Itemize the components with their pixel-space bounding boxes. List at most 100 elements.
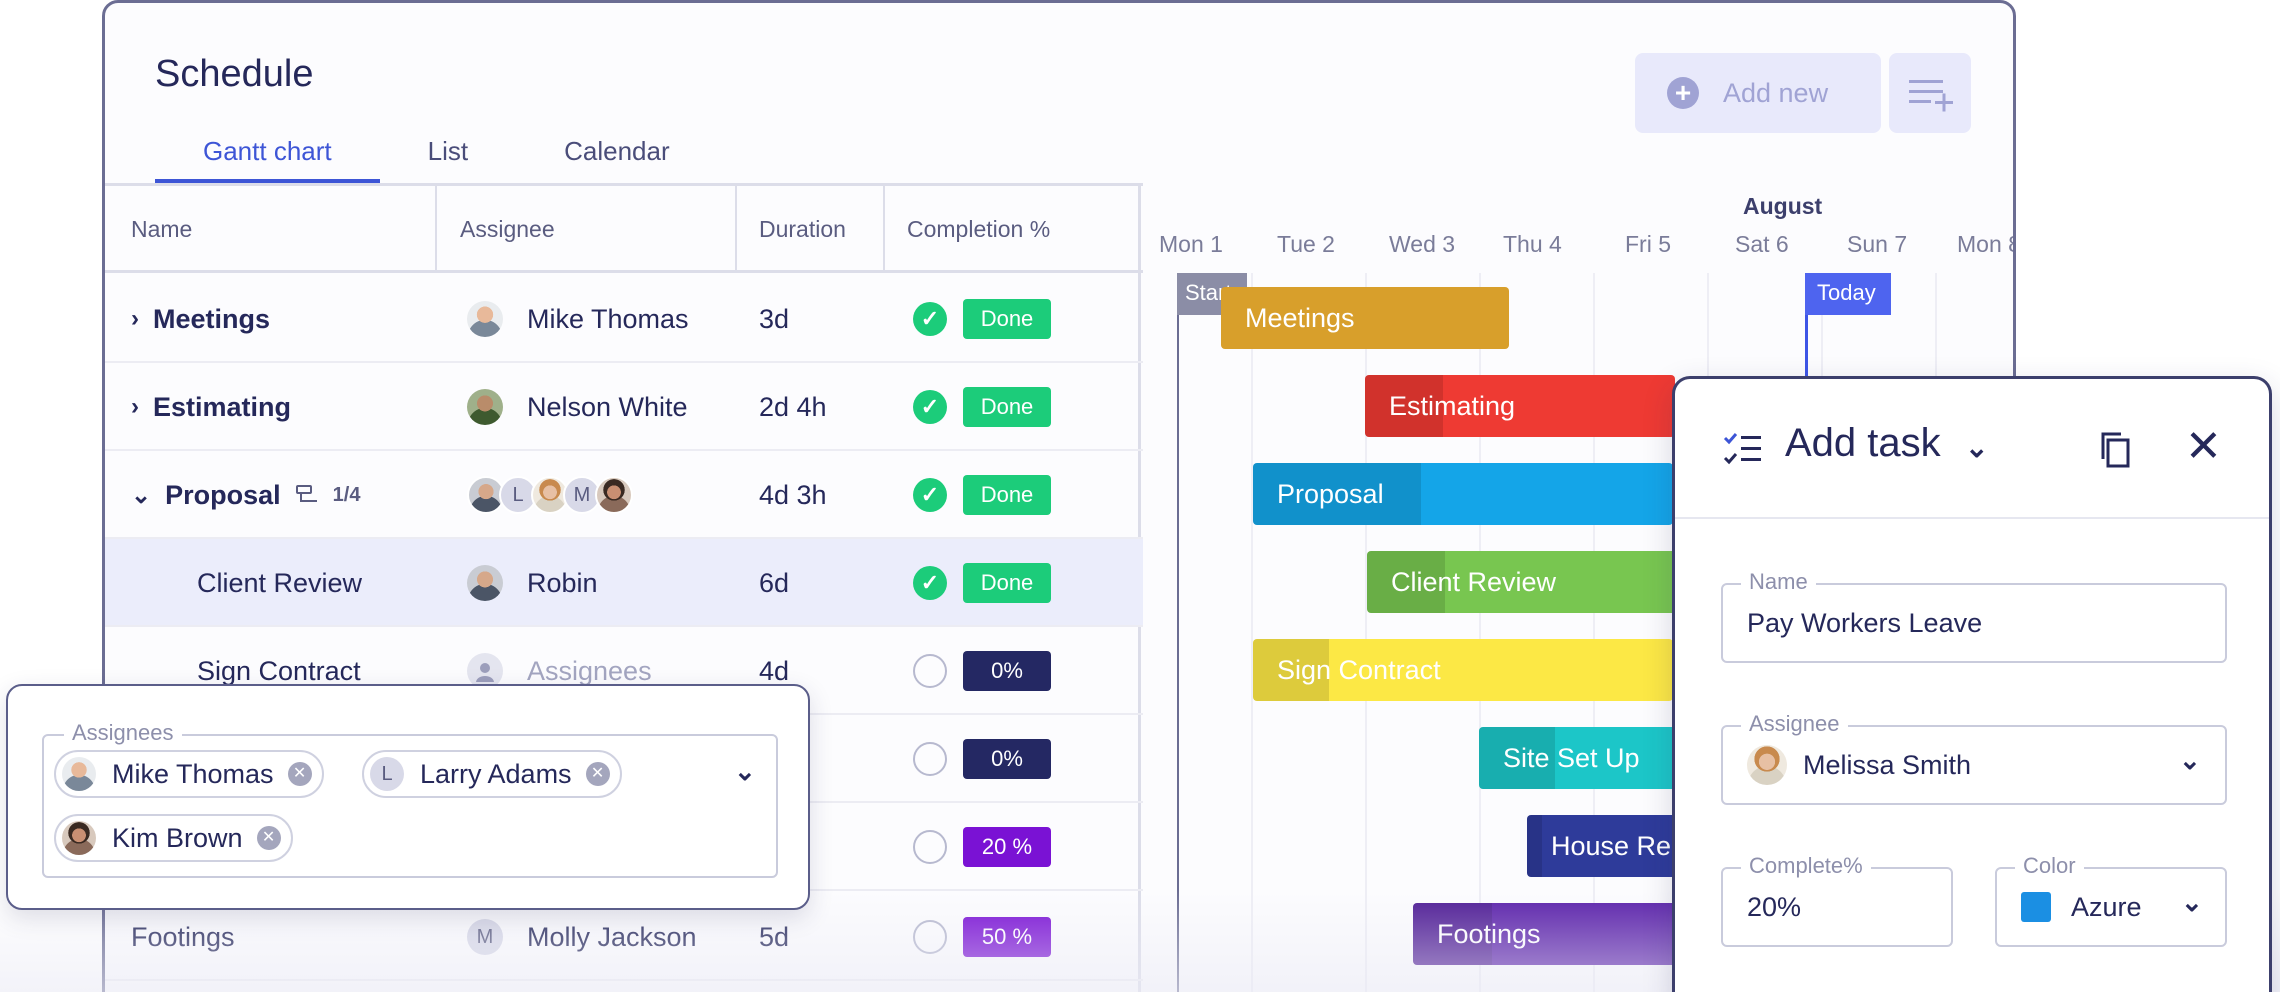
remove-chip-icon[interactable]: ✕ [256,826,281,850]
checklist-icon [1723,433,1761,465]
name-field[interactable]: Name Pay Workers Leave [1721,569,2227,663]
check-circle-icon[interactable]: ✓ [913,390,947,424]
gantt-bar-estimating[interactable]: Estimating [1365,375,1675,437]
color-select[interactable]: Color Azure ⌄ [1995,853,2227,947]
chevron-down-icon[interactable]: ⌄ [2179,745,2201,775]
chevron-right-icon[interactable]: › [131,305,139,332]
task-name: Proposal [165,479,281,510]
start-marker-line [1177,273,1179,992]
gantt-bar-meetings[interactable]: Meetings [1221,287,1509,349]
chevron-down-icon[interactable]: ⌄ [2181,887,2203,917]
chevron-down-icon[interactable]: ⌄ [131,481,152,509]
task-name: Meetings [153,303,271,334]
status-badge: 20 % [963,827,1051,867]
chevron-right-icon[interactable]: › [131,393,139,420]
month-label: August [1743,193,1823,219]
task-panel-header: Add task ⌄ ✕ [1675,379,2269,519]
task-name: Sign Contract [197,655,361,686]
tab-gantt-chart[interactable]: Gantt chart [155,131,380,183]
duration: 2d 4h [759,391,827,422]
column-header-name[interactable]: Name [131,216,193,242]
check-circle-icon[interactable]: ✓ [913,478,947,512]
column-divider[interactable] [435,183,437,273]
subtasks-icon [295,485,317,502]
day-label: Mon 8 [1957,231,2016,257]
status-badge: Done [963,475,1051,515]
assignee-chip[interactable]: L Larry Adams ✕ [362,750,622,798]
column-divider[interactable] [883,183,885,273]
check-circle-icon[interactable]: ✓ [913,302,947,336]
day-label: Wed 3 [1389,231,1456,257]
complete-value: 20% [1747,891,1802,922]
day-gridline [1593,273,1595,992]
duration: 6d [759,567,790,598]
table-row[interactable]: ⌄ Proposal 1/4 L M 4d 3h ✓ Done [105,451,1143,539]
avatar [1747,745,1787,785]
empty-circle-icon[interactable] [913,654,947,688]
today-marker[interactable]: Today [1805,273,1891,315]
chip-label: Larry Adams [420,758,572,789]
table-header: Name Assignee Duration Completion % [105,183,1143,273]
add-new-button[interactable]: + Add new [1635,53,1881,133]
avatar [467,565,503,601]
column-header-completion[interactable]: Completion % [907,216,1051,242]
table-row[interactable]: › Meetings Mike Thomas 3d ✓ Done [105,275,1143,363]
assignee-name: Mike Thomas [527,303,689,334]
add-list-button[interactable] [1889,53,1971,133]
chip-label: Kim Brown [112,822,243,853]
status-badge: Done [963,387,1051,427]
add-new-label: Add new [1723,77,1829,108]
status-badge: Done [963,563,1051,603]
plus-circle-icon: + [1667,77,1699,109]
tab-calendar[interactable]: Calendar [564,136,670,166]
gantt-bar-proposal[interactable]: Proposal [1253,463,1673,525]
day-label: Tue 2 [1277,231,1335,257]
avatar [595,476,633,514]
assignee-chip[interactable]: Kim Brown ✕ [54,814,293,862]
empty-circle-icon[interactable] [913,830,947,864]
status-badge: 0% [963,739,1051,779]
page-title: Schedule [155,53,314,95]
assignee-avatar-stack[interactable]: L M [467,476,633,514]
check-circle-icon[interactable]: ✓ [913,566,947,600]
empty-circle-icon[interactable] [913,920,947,954]
column-divider[interactable] [735,183,737,273]
color-swatch [2021,892,2051,922]
close-icon[interactable]: ✕ [2185,422,2222,471]
color-value: Azure [2071,891,2142,922]
assignee-select[interactable]: Assignee Melissa Smith ⌄ [1721,711,2227,805]
copy-icon[interactable] [2099,431,2133,469]
column-header-duration[interactable]: Duration [759,216,846,242]
remove-chip-icon[interactable]: ✕ [287,762,312,786]
table-row-selected[interactable]: Client Review Robin 6d ✓ Done [105,539,1143,627]
chevron-down-icon[interactable]: ⌄ [734,756,756,786]
status-badge: Done [963,299,1051,339]
column-header-assignee[interactable]: Assignee [460,216,555,242]
chevron-down-icon[interactable]: ⌄ [1965,432,1989,463]
avatar [62,757,96,791]
table-row[interactable]: Sign Contract Assignees 4d 0% [105,627,1143,715]
tab-list[interactable]: List [427,136,469,166]
empty-circle-icon[interactable] [913,742,947,776]
gantt-bar-client-review[interactable]: Client Review [1367,551,1677,613]
duration: 3d [759,303,790,334]
gantt-bar-sign-contract[interactable]: Sign Contract [1253,639,1673,701]
avatar [467,389,503,425]
complete-percent-field[interactable]: Complete% 20% [1721,853,1953,947]
table-row[interactable]: › Estimating Nelson White 2d 4h ✓ Done [105,363,1143,451]
duration: 4d 3h [759,479,827,510]
day-label: Fri 5 [1625,231,1671,257]
gantt-bar-footings[interactable]: Footings [1413,903,1677,965]
remove-chip-icon[interactable]: ✕ [585,762,610,786]
gantt-bar-site-set-up[interactable]: Site Set Up [1479,727,1679,789]
name-label: Name [1741,569,1816,595]
assignee-placeholder[interactable]: Assignees [527,655,652,686]
assignee-chip[interactable]: Mike Thomas ✕ [54,750,324,798]
gantt-bar-house-re[interactable]: House Re- [1527,815,1677,877]
assignees-popup: Assignees Mike Thomas ✕ L Larry Adams ✕ … [6,684,810,910]
add-task-panel: Add task ⌄ ✕ Name Pay Workers Leave Assi… [1672,376,2272,992]
day-gridline [1365,273,1367,992]
day-gridline [1479,273,1481,992]
assignees-select[interactable]: Assignees Mike Thomas ✕ L Larry Adams ✕ … [42,720,778,878]
